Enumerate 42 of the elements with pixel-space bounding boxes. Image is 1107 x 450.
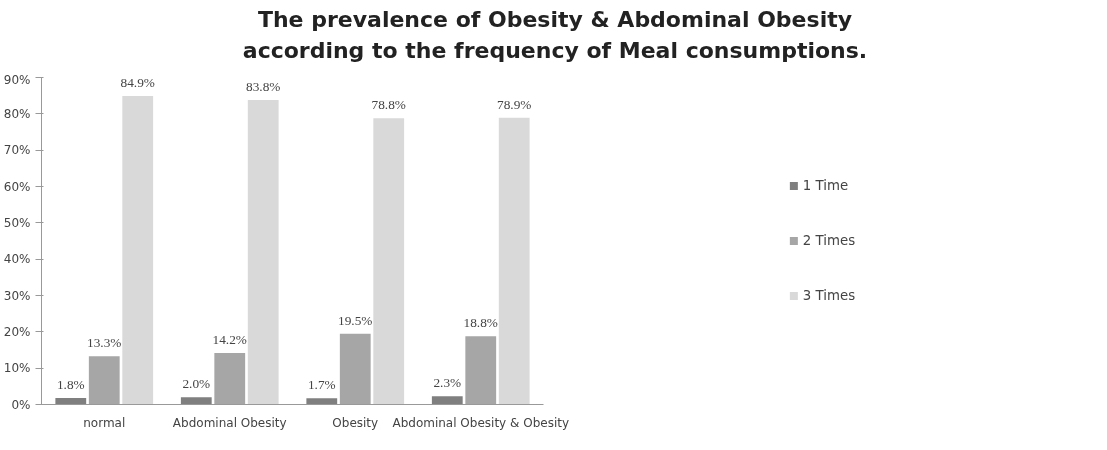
bar xyxy=(122,95,154,405)
data-label: 14.2% xyxy=(212,331,247,347)
data-label: 78.9% xyxy=(497,96,532,112)
y-tick-label: 30% xyxy=(3,288,31,303)
data-label: 1.7% xyxy=(307,376,336,392)
data-label: 2.3% xyxy=(433,374,462,390)
y-tick-label: 90% xyxy=(3,72,31,87)
bar xyxy=(339,333,371,405)
bar xyxy=(498,117,530,405)
legend-label: 1 Time xyxy=(802,177,849,193)
legend-label: 2 Times xyxy=(802,232,856,248)
bar xyxy=(431,395,463,405)
data-label: 18.8% xyxy=(463,314,498,330)
bar xyxy=(214,352,246,405)
bar xyxy=(180,396,212,405)
bar xyxy=(373,117,405,405)
y-tick-label: 80% xyxy=(3,106,31,121)
bar xyxy=(88,355,120,405)
y-tick-label: 70% xyxy=(3,142,31,157)
data-label: 19.5% xyxy=(338,312,373,328)
data-label: 2.0% xyxy=(182,375,211,391)
y-tick-label: 50% xyxy=(3,215,31,230)
y-tick-label: 10% xyxy=(3,360,31,375)
data-label: 83.8% xyxy=(246,78,281,94)
data-label: 84.9% xyxy=(120,74,155,90)
x-tick-label: Abdominal Obesity & Obesity xyxy=(392,415,570,430)
bar xyxy=(55,397,87,405)
data-label: 13.3% xyxy=(87,334,122,350)
data-label: 78.8% xyxy=(371,96,406,112)
legend-label: 3 Times xyxy=(802,287,856,303)
data-label: 1.8% xyxy=(56,376,85,392)
y-tick-label: 20% xyxy=(3,324,31,339)
bar xyxy=(465,335,497,405)
bar xyxy=(247,99,279,405)
x-tick-label: normal xyxy=(83,415,126,430)
bar xyxy=(306,397,338,405)
chart-title: The prevalence of Obesity & Abdominal Obesity according to the frequency of Meal consumptions. xyxy=(242,6,868,65)
y-tick-label: 40% xyxy=(3,251,31,266)
x-tick-label: Abdominal Obesity xyxy=(172,415,287,430)
x-tick-label: Obesity xyxy=(332,415,379,430)
y-tick-label: 60% xyxy=(3,179,31,194)
y-tick-label: 0% xyxy=(11,397,31,412)
